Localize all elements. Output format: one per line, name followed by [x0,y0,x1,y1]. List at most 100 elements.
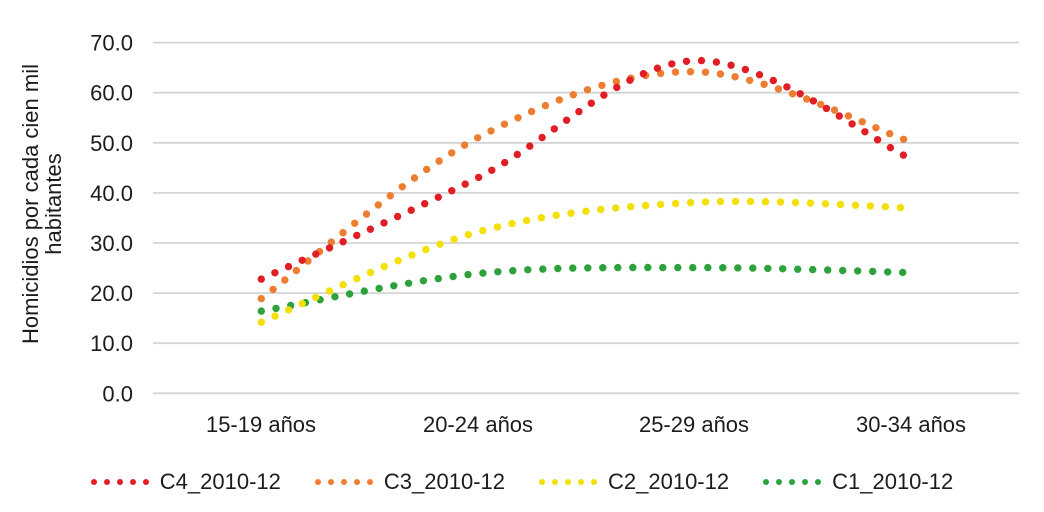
data-point-dot [555,96,563,104]
data-point-dot [550,125,558,133]
data-point-dot [434,193,442,201]
data-point-dot [769,76,777,85]
data-point-dot [541,101,550,110]
data-point-dot [537,214,546,222]
data-point-dot [701,198,710,206]
data-point-dot [858,118,866,126]
data-point-dot [653,64,662,72]
data-point-dot [803,95,811,103]
legend-item-c2: C2_2010-12 [539,469,729,495]
series-C3_2010-12 [257,68,908,303]
data-point-dot [656,200,665,209]
data-point-dot [806,199,815,207]
data-point-dot [435,157,443,165]
data-point-dot [612,77,620,86]
data-point-dot [629,263,637,272]
y-axis-title-line2: habitantes [41,153,66,255]
data-point-dot [761,198,770,206]
data-point-dot [284,306,293,314]
data-point-dot [394,257,402,265]
legend-marker-c2-dotted-line-icon [539,479,597,485]
data-point-dot [404,279,413,287]
data-point-dot [539,265,547,273]
data-point-dot [788,90,797,98]
data-point-dot [257,307,265,315]
data-point-dot [298,299,306,308]
data-point-dot [257,318,265,326]
data-point-dot [851,201,860,209]
data-point-dot [614,263,622,272]
data-point-dot [474,173,483,182]
data-point-dot [884,268,892,276]
data-point-dot [774,85,783,93]
data-point-dot [567,209,575,217]
data-point-dot [509,267,517,275]
data-point-dot [339,229,347,237]
data-point-dot [716,70,725,78]
data-point-dot [494,268,502,276]
data-point-dot [380,219,388,227]
data-point-dot [257,275,265,283]
data-point-dot [704,263,712,272]
data-point-dot [514,114,522,122]
data-point-dot [886,130,894,138]
data-point-dot [626,76,634,84]
data-point-dot [304,257,312,265]
data-point-dot [599,264,607,272]
legend-label-c2: C2_2010-12 [608,469,730,494]
data-point-dot [716,197,725,206]
data-point-dot [500,120,509,128]
y-tick-label: 0.0 [102,381,133,406]
legend-item-c3: C3_2010-12 [314,469,505,495]
y-tick-label: 70.0 [90,31,133,56]
legend-item-c4: C4_2010-12 [90,469,281,495]
data-point-dot [327,238,335,246]
data-point-dot [493,223,502,231]
data-point-dot [501,158,509,167]
data-point-dot [872,124,880,132]
data-point-dot [613,83,621,92]
data-point-dot [380,262,388,271]
data-point-dot [668,60,676,68]
data-point-dot [448,187,456,195]
data-point-dot [552,211,560,219]
data-point-dot [583,86,592,94]
data-point-dot [461,180,469,188]
series-C4_2010-12 [257,56,908,283]
data-point-dot [292,266,301,275]
data-point-dot [731,73,739,81]
x-tick-label-20-24: 20-24 años [422,412,534,437]
data-point-dot [351,219,359,227]
data-point-dot [809,265,817,274]
data-point-dot [734,264,742,272]
data-point-dot [869,267,877,276]
data-point-dot [271,312,279,320]
data-point-dot [749,264,757,272]
data-point-dot [422,245,430,254]
data-point-dot [686,68,695,76]
data-point-dot [353,231,361,240]
data-point-dot [600,91,608,99]
data-point-dot [257,294,265,303]
y-tick-label: 50.0 [90,131,133,156]
data-point-dot [671,68,680,76]
data-point-dot [776,198,785,206]
data-point-dot [448,149,456,157]
data-point-dot [701,68,710,76]
data-point-dot [474,134,482,142]
y-axis-title: Homicidios por cada cien mil habitantes [18,53,67,355]
data-point-dot [366,225,375,233]
data-point-dot [741,65,750,74]
data-point-dot [839,266,847,275]
legend-marker-c1-dotted-line-icon [763,479,822,485]
data-point-dot [682,57,691,65]
data-point-dot [727,61,735,69]
data-point-dot [755,71,764,79]
data-point-dot [339,281,347,289]
data-point-dot [697,56,706,65]
series-C1_2010-12 [257,263,907,315]
y-tick-label: 10.0 [90,331,133,356]
data-point-dot [779,265,787,273]
data-point-dot [575,107,583,116]
